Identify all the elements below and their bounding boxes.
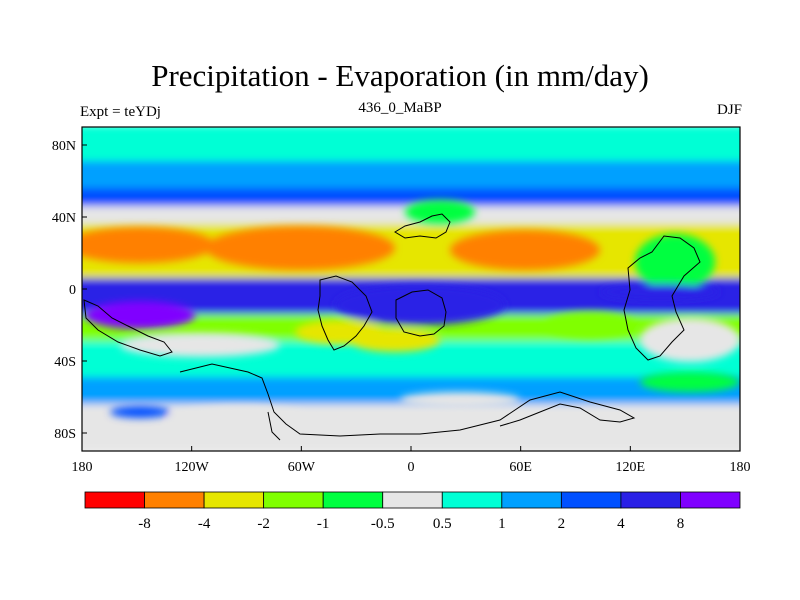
y-tick-label: 80N	[52, 139, 76, 154]
field-blob	[405, 200, 475, 224]
field-blob	[635, 234, 715, 290]
x-tick-label: 180	[72, 460, 93, 475]
season-label: DJF	[716, 102, 742, 118]
field-blob	[400, 392, 520, 408]
x-tick-label: 180	[730, 460, 751, 475]
field-blob	[205, 226, 395, 270]
x-tick-label: 120E	[616, 460, 646, 475]
x-tick-label: 60W	[288, 460, 316, 475]
colorbar-swatch	[680, 491, 741, 509]
field-band	[82, 188, 740, 210]
experiment-label: Expt = teYDj	[80, 104, 161, 120]
colorbar-label: -1	[317, 516, 330, 532]
colorbar-label: -8	[138, 516, 151, 532]
colorbar-swatch	[84, 491, 145, 509]
coastline	[267, 411, 281, 441]
coastline	[395, 289, 447, 337]
field-blob	[120, 333, 280, 357]
colorbar-swatch	[263, 491, 324, 509]
y-tick-label: 80S	[54, 427, 76, 442]
chart-title: Precipitation - Evaporation (in mm/day)	[151, 58, 649, 93]
period-label: 436_0_MaBP	[358, 100, 442, 116]
colorbar-swatch	[441, 491, 503, 509]
x-tick-label: 60E	[509, 460, 532, 475]
colorbar-swatch	[203, 491, 265, 509]
field-blob	[170, 406, 310, 434]
y-axis: 80N 40N 0 40S 80S	[52, 139, 87, 442]
colorbar-swatch	[620, 491, 681, 509]
coastline	[83, 299, 173, 357]
x-axis: 180 120W 60W 0 60E 120E 180	[72, 446, 751, 475]
colorbar-swatch	[382, 491, 443, 509]
colorbar-label: -2	[257, 516, 270, 532]
x-tick-label: 0	[408, 460, 415, 475]
colorbar-label: 4	[617, 516, 625, 532]
colorbar-swatch	[501, 491, 562, 509]
x-tick-label: 120W	[175, 460, 210, 475]
field-band	[82, 127, 740, 165]
coastline	[623, 235, 701, 361]
field-blob	[640, 372, 740, 392]
field-blob	[450, 230, 600, 270]
colorbar-label: 1	[498, 516, 506, 532]
field-blob	[82, 227, 215, 263]
field-blob	[110, 406, 170, 418]
field-blob	[335, 285, 505, 325]
field-blob	[85, 301, 195, 329]
colorbar-label: 2	[558, 516, 566, 532]
y-tick-label: 40S	[54, 355, 76, 370]
field-blob	[600, 284, 720, 300]
colorbar-label: 8	[677, 516, 685, 532]
field-band	[82, 161, 740, 192]
coastline	[394, 213, 451, 239]
field-blob	[640, 318, 740, 362]
colorbar-label: -4	[198, 516, 211, 532]
colorbar-swatch	[560, 491, 622, 509]
colorbar-swatch	[322, 491, 384, 509]
colorbar-label: -0.5	[371, 516, 395, 532]
colorbar-label: 0.5	[433, 516, 452, 532]
coastlines	[83, 213, 701, 441]
coastline	[317, 275, 373, 351]
colorbar: -8 -4 -2 -1 -0.5 0.5 1 2 4 8	[84, 491, 741, 532]
field-blob	[545, 312, 635, 338]
y-tick-label: 0	[69, 283, 76, 298]
map-field	[82, 127, 740, 451]
y-tick-label: 40N	[52, 211, 76, 226]
colorbar-swatch	[144, 491, 205, 509]
coastline	[179, 363, 636, 437]
field-blob	[350, 328, 440, 352]
